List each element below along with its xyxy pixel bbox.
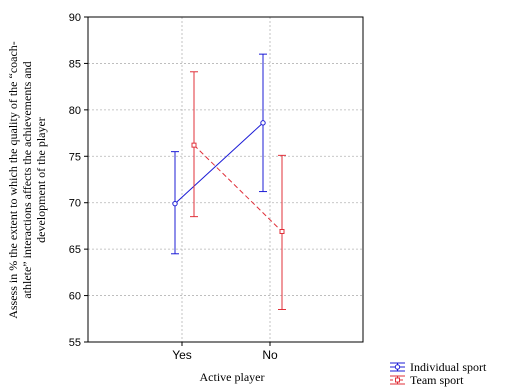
y-axis-title-line-2: athlete” interactions affects the achiev… [20,61,34,298]
series-line [174,122,264,205]
series-layer [171,53,286,310]
legend: Individual sport Team sport [390,360,487,387]
y-tick-label: 75 [69,151,81,163]
y-axis-title-line-1: Assess in % the extent to which the qual… [6,41,20,319]
y-tick-label: 65 [69,244,81,256]
x-tick-label: Yes [172,348,192,362]
legend-marker-individual-sport [394,364,401,370]
plot-frame [87,16,364,343]
y-tick-label: 90 [69,12,81,24]
legend-item-individual-sport: Individual sport [390,360,487,374]
data-point [191,142,197,148]
legend-item-team-sport: Team sport [390,373,464,387]
y-axis-title-line-3: development of the player [34,117,48,243]
x-axis-title: Active player [200,370,265,384]
legend-label-team-sport: Team sport [410,373,464,387]
y-tick-label: 55 [69,337,81,349]
data-point [172,200,178,207]
data-point [279,229,285,234]
legend-marker-team-sport [395,377,400,383]
gridlines [88,17,363,342]
series-team-sport [190,71,286,310]
y-axis-ticks: 55 60 65 70 75 80 85 90 [69,12,88,349]
legend-label-individual-sport: Individual sport [410,360,487,374]
x-axis-ticks: Yes No [172,342,278,362]
y-tick-label: 60 [69,291,81,303]
x-tick-label: No [262,348,278,362]
y-axis-title: Assess in % the extent to which the qual… [6,41,48,319]
data-point [260,120,266,126]
series-individual-sport [171,53,267,255]
y-tick-label: 70 [69,198,81,210]
series-line [193,144,283,232]
y-tick-label: 85 [69,58,81,70]
y-tick-label: 80 [69,105,81,117]
